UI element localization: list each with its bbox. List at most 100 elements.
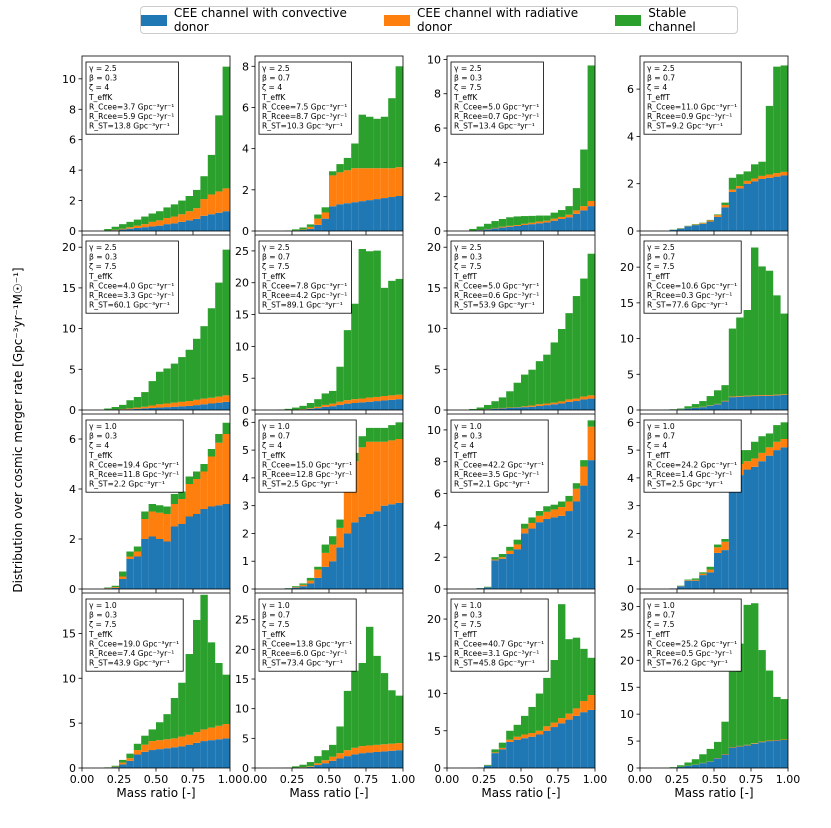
y-tick-label: 1 — [242, 555, 249, 568]
bar-convective — [706, 761, 714, 768]
bar-stable — [170, 363, 179, 403]
bar-radiative — [222, 724, 230, 739]
bar-convective — [222, 401, 230, 410]
bar-convective — [299, 586, 307, 589]
bar-radiative — [178, 214, 186, 222]
bar-convective — [498, 749, 507, 768]
bar-radiative — [200, 199, 208, 216]
bar-stable — [758, 650, 766, 742]
bar-radiative — [170, 216, 179, 224]
bar-convective — [491, 408, 499, 410]
bar-convective — [358, 402, 366, 410]
x-tick-label: 0.75 — [181, 773, 206, 786]
bar-radiative — [156, 220, 164, 226]
bar-radiative — [498, 226, 507, 228]
bar-convective — [677, 766, 685, 768]
y-tick-label: 10 — [427, 323, 441, 336]
bar-convective — [550, 220, 558, 231]
bar-radiative — [314, 569, 322, 578]
bar-convective — [513, 407, 521, 410]
bar-convective — [736, 746, 744, 768]
bar-stable — [388, 98, 396, 169]
x-axis-label: Mass ratio [-] — [481, 786, 560, 800]
bar-radiative — [587, 200, 595, 207]
bar-stable — [292, 586, 300, 588]
x-axis-label: Mass ratio [-] — [674, 786, 753, 800]
bar-stable — [170, 494, 179, 504]
bar-stable — [550, 660, 558, 723]
annotation-line: R_Rcee=12.8 Gpc⁻³yr⁻¹ — [262, 470, 352, 479]
bar-convective — [156, 539, 164, 589]
panel-16: 0 5 10 15 20 25 30 0.00 0.25 0.50 0.75 1.00 Mass rat… — [620, 592, 800, 800]
bar-stable — [200, 176, 208, 200]
bar-radiative — [193, 208, 201, 219]
bar-radiative — [491, 227, 499, 229]
annotation-line: R_Rcee=7.4 Gpc⁻³yr⁻¹ — [89, 649, 174, 658]
y-tick-label: 5 — [627, 444, 634, 457]
bar-radiative — [185, 401, 193, 406]
bar-stable — [521, 216, 529, 224]
bar-radiative — [178, 736, 186, 747]
bar-radiative — [580, 396, 588, 400]
bar-stable — [111, 406, 119, 410]
annotation-line: R_Ccee=15.0 Gpc⁻³yr⁻¹ — [262, 460, 352, 469]
bar-radiative — [314, 218, 322, 225]
bar-radiative — [351, 399, 359, 403]
bar-stable — [758, 436, 766, 453]
bar-radiative — [373, 744, 381, 752]
bar-radiative — [156, 512, 164, 539]
bar-stable — [329, 171, 337, 176]
bar-radiative — [343, 400, 352, 404]
bar-radiative — [126, 227, 134, 229]
bar-convective — [484, 587, 492, 589]
y-tick-label: 5 — [242, 732, 249, 745]
bar-convective — [572, 401, 581, 410]
bar-convective — [699, 223, 707, 231]
bar-stable — [780, 422, 788, 439]
bar-convective — [126, 760, 134, 768]
bar-convective — [758, 178, 766, 231]
y-tick-label: 0 — [69, 583, 76, 596]
bar-stable — [185, 196, 193, 212]
bar-stable — [773, 295, 781, 395]
bar-convective — [314, 765, 322, 768]
annotation-line: β = 0.7 — [647, 432, 675, 441]
bar-stable — [299, 405, 307, 410]
bar-stable — [550, 504, 558, 510]
y-tick-label: 2 — [69, 195, 76, 208]
bar-stable — [691, 404, 700, 408]
bar-convective — [684, 765, 692, 768]
bar-radiative — [366, 745, 374, 753]
bar-stable — [292, 766, 300, 768]
annotation-line: R_Rcee=3.1 Gpc⁻³yr⁻¹ — [454, 649, 539, 658]
bar-convective — [535, 223, 544, 231]
bar-convective — [528, 528, 536, 589]
bar-convective — [773, 395, 781, 410]
annotation-line: γ = 1.0 — [89, 601, 117, 610]
bar-radiative — [207, 727, 216, 741]
bar-radiative — [558, 401, 566, 404]
bar-convective — [126, 409, 134, 410]
annotation-line: ζ = 7.5 — [89, 620, 117, 629]
annotation-line: T_effK — [261, 272, 286, 281]
bar-radiative — [185, 211, 193, 221]
annotation-line: ζ = 7.5 — [454, 262, 482, 271]
bar-radiative — [163, 739, 171, 749]
bar-stable — [743, 171, 751, 181]
y-tick-label: 6 — [434, 122, 441, 135]
bar-convective — [751, 396, 759, 410]
bar-radiative — [743, 395, 751, 397]
y-tick-label: 10 — [427, 53, 441, 66]
annotation-line: R_Ccee=5.0 Gpc⁻³yr⁻¹ — [454, 102, 539, 111]
y-tick-label: 8 — [434, 88, 441, 101]
bar-radiative — [388, 440, 396, 505]
annotation-line: R_Rcee=0.6 Gpc⁻³yr⁻¹ — [454, 291, 539, 300]
bar-stable — [207, 154, 216, 195]
bar-convective — [156, 225, 164, 231]
bar-stable — [380, 673, 389, 745]
bar-convective — [506, 226, 514, 231]
bar-convective — [714, 404, 722, 410]
bar-stable — [126, 221, 134, 228]
bar-convective — [119, 764, 127, 768]
bar-radiative — [314, 406, 322, 409]
